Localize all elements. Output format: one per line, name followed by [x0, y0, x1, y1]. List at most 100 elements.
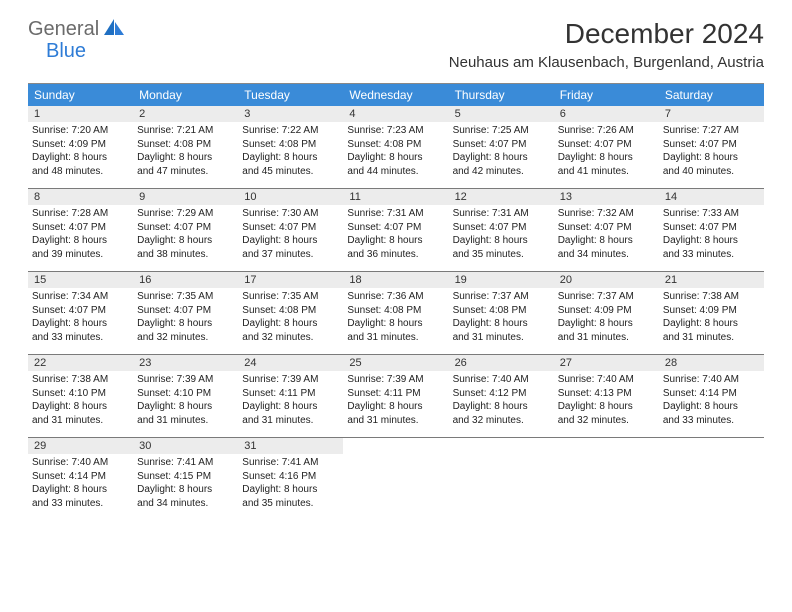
day-sr: Sunrise: 7:39 AM [137, 373, 234, 387]
day-cell: 17Sunrise: 7:35 AMSunset: 4:08 PMDayligh… [238, 272, 343, 354]
day-ss: Sunset: 4:09 PM [32, 138, 129, 152]
day-d2: and 39 minutes. [32, 248, 129, 262]
day-number: 28 [659, 355, 764, 371]
day-d2: and 38 minutes. [137, 248, 234, 262]
day-body: Sunrise: 7:36 AMSunset: 4:08 PMDaylight:… [343, 288, 448, 348]
day-cell: 3Sunrise: 7:22 AMSunset: 4:08 PMDaylight… [238, 106, 343, 188]
day-cell: 1Sunrise: 7:20 AMSunset: 4:09 PMDaylight… [28, 106, 133, 188]
day-cell: 21Sunrise: 7:38 AMSunset: 4:09 PMDayligh… [659, 272, 764, 354]
day-body: Sunrise: 7:31 AMSunset: 4:07 PMDaylight:… [449, 205, 554, 265]
day-number: 4 [343, 106, 448, 122]
day-number: 2 [133, 106, 238, 122]
dow-monday: Monday [133, 84, 238, 106]
day-cell: 24Sunrise: 7:39 AMSunset: 4:11 PMDayligh… [238, 355, 343, 437]
day-ss: Sunset: 4:07 PM [558, 138, 655, 152]
day-d1: Daylight: 8 hours [137, 400, 234, 414]
day-cell: 11Sunrise: 7:31 AMSunset: 4:07 PMDayligh… [343, 189, 448, 271]
day-ss: Sunset: 4:07 PM [32, 221, 129, 235]
day-d2: and 48 minutes. [32, 165, 129, 179]
dow-saturday: Saturday [659, 84, 764, 106]
day-d1: Daylight: 8 hours [663, 151, 760, 165]
week-row: 22Sunrise: 7:38 AMSunset: 4:10 PMDayligh… [28, 355, 764, 438]
day-sr: Sunrise: 7:41 AM [242, 456, 339, 470]
day-d2: and 44 minutes. [347, 165, 444, 179]
day-d2: and 33 minutes. [663, 414, 760, 428]
day-sr: Sunrise: 7:40 AM [558, 373, 655, 387]
day-sr: Sunrise: 7:40 AM [32, 456, 129, 470]
day-body: Sunrise: 7:40 AMSunset: 4:12 PMDaylight:… [449, 371, 554, 431]
day-cell [554, 438, 659, 520]
day-cell: 26Sunrise: 7:40 AMSunset: 4:12 PMDayligh… [449, 355, 554, 437]
day-body: Sunrise: 7:41 AMSunset: 4:16 PMDaylight:… [238, 454, 343, 514]
day-d1: Daylight: 8 hours [137, 234, 234, 248]
day-cell: 15Sunrise: 7:34 AMSunset: 4:07 PMDayligh… [28, 272, 133, 354]
day-d1: Daylight: 8 hours [347, 317, 444, 331]
day-body: Sunrise: 7:30 AMSunset: 4:07 PMDaylight:… [238, 205, 343, 265]
day-number: 23 [133, 355, 238, 371]
day-ss: Sunset: 4:07 PM [32, 304, 129, 318]
day-number: 7 [659, 106, 764, 122]
day-cell: 19Sunrise: 7:37 AMSunset: 4:08 PMDayligh… [449, 272, 554, 354]
day-cell: 5Sunrise: 7:25 AMSunset: 4:07 PMDaylight… [449, 106, 554, 188]
day-number: 26 [449, 355, 554, 371]
day-d1: Daylight: 8 hours [242, 234, 339, 248]
day-sr: Sunrise: 7:23 AM [347, 124, 444, 138]
day-d1: Daylight: 8 hours [32, 400, 129, 414]
dow-thursday: Thursday [449, 84, 554, 106]
day-sr: Sunrise: 7:36 AM [347, 290, 444, 304]
day-cell: 6Sunrise: 7:26 AMSunset: 4:07 PMDaylight… [554, 106, 659, 188]
day-sr: Sunrise: 7:21 AM [137, 124, 234, 138]
day-body: Sunrise: 7:21 AMSunset: 4:08 PMDaylight:… [133, 122, 238, 182]
day-d2: and 32 minutes. [558, 414, 655, 428]
dow-sunday: Sunday [28, 84, 133, 106]
day-cell: 22Sunrise: 7:38 AMSunset: 4:10 PMDayligh… [28, 355, 133, 437]
day-d1: Daylight: 8 hours [558, 400, 655, 414]
day-of-week-header: Sunday Monday Tuesday Wednesday Thursday… [28, 84, 764, 106]
day-number: 19 [449, 272, 554, 288]
day-ss: Sunset: 4:14 PM [663, 387, 760, 401]
day-d1: Daylight: 8 hours [137, 151, 234, 165]
day-sr: Sunrise: 7:37 AM [558, 290, 655, 304]
weeks-container: 1Sunrise: 7:20 AMSunset: 4:09 PMDaylight… [28, 106, 764, 520]
dow-friday: Friday [554, 84, 659, 106]
day-d1: Daylight: 8 hours [453, 234, 550, 248]
day-ss: Sunset: 4:13 PM [558, 387, 655, 401]
calendar: Sunday Monday Tuesday Wednesday Thursday… [28, 83, 764, 520]
day-cell: 25Sunrise: 7:39 AMSunset: 4:11 PMDayligh… [343, 355, 448, 437]
day-cell: 8Sunrise: 7:28 AMSunset: 4:07 PMDaylight… [28, 189, 133, 271]
dow-wednesday: Wednesday [343, 84, 448, 106]
day-d2: and 33 minutes. [32, 497, 129, 511]
day-d2: and 32 minutes. [242, 331, 339, 345]
day-sr: Sunrise: 7:35 AM [137, 290, 234, 304]
day-body: Sunrise: 7:37 AMSunset: 4:09 PMDaylight:… [554, 288, 659, 348]
day-ss: Sunset: 4:15 PM [137, 470, 234, 484]
day-number [343, 438, 448, 442]
day-d2: and 36 minutes. [347, 248, 444, 262]
day-sr: Sunrise: 7:35 AM [242, 290, 339, 304]
day-ss: Sunset: 4:07 PM [663, 138, 760, 152]
dow-tuesday: Tuesday [238, 84, 343, 106]
day-ss: Sunset: 4:07 PM [453, 221, 550, 235]
day-ss: Sunset: 4:08 PM [453, 304, 550, 318]
day-sr: Sunrise: 7:40 AM [453, 373, 550, 387]
day-d1: Daylight: 8 hours [663, 317, 760, 331]
day-cell: 23Sunrise: 7:39 AMSunset: 4:10 PMDayligh… [133, 355, 238, 437]
day-cell: 16Sunrise: 7:35 AMSunset: 4:07 PMDayligh… [133, 272, 238, 354]
day-ss: Sunset: 4:07 PM [663, 221, 760, 235]
day-d2: and 31 minutes. [32, 414, 129, 428]
day-cell: 2Sunrise: 7:21 AMSunset: 4:08 PMDaylight… [133, 106, 238, 188]
day-number: 5 [449, 106, 554, 122]
day-cell: 30Sunrise: 7:41 AMSunset: 4:15 PMDayligh… [133, 438, 238, 520]
day-d1: Daylight: 8 hours [663, 400, 760, 414]
day-number: 20 [554, 272, 659, 288]
day-number: 16 [133, 272, 238, 288]
day-ss: Sunset: 4:11 PM [242, 387, 339, 401]
logo-text-blue: Blue [46, 40, 86, 63]
day-ss: Sunset: 4:08 PM [242, 304, 339, 318]
day-body: Sunrise: 7:23 AMSunset: 4:08 PMDaylight:… [343, 122, 448, 182]
day-d2: and 35 minutes. [453, 248, 550, 262]
day-body: Sunrise: 7:38 AMSunset: 4:10 PMDaylight:… [28, 371, 133, 431]
day-d1: Daylight: 8 hours [558, 317, 655, 331]
day-d2: and 41 minutes. [558, 165, 655, 179]
day-number: 18 [343, 272, 448, 288]
